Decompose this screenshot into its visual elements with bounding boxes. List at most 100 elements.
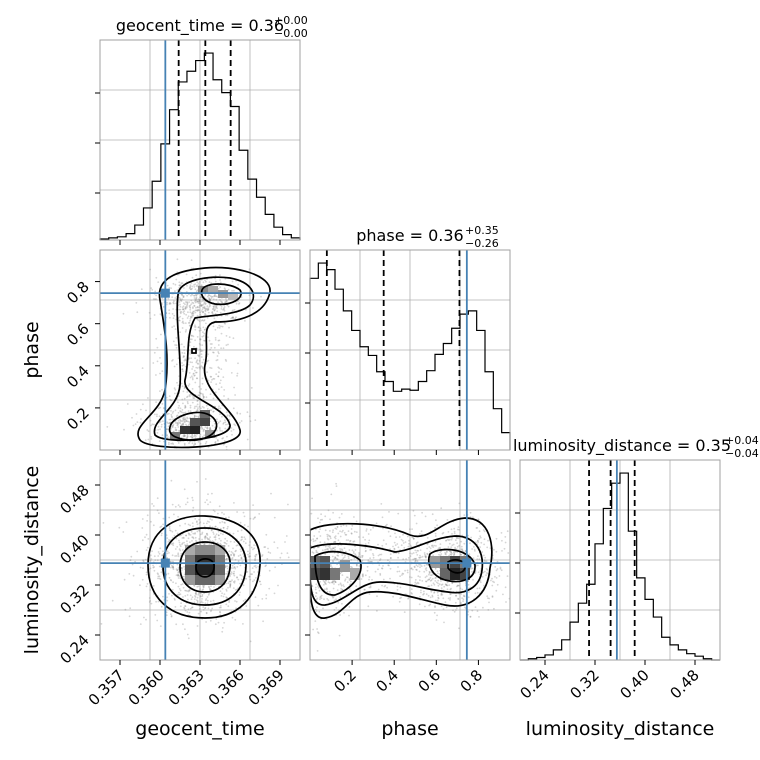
sample-point: [304, 582, 306, 584]
sample-point: [480, 541, 483, 544]
sample-point: [223, 287, 226, 290]
sample-point: [216, 359, 219, 361]
sample-point: [377, 543, 379, 546]
sample-point: [199, 588, 202, 590]
sample-point: [220, 539, 222, 542]
sample-point: [177, 568, 180, 571]
sample-point: [228, 326, 230, 329]
sample-point: [173, 597, 176, 600]
sample-point: [200, 425, 203, 428]
sample-point: [431, 513, 434, 516]
sample-point: [197, 309, 200, 312]
sample-point: [364, 588, 366, 591]
x-tick-label: 0.369: [245, 666, 288, 709]
sample-point: [189, 410, 192, 412]
sample-point: [132, 424, 135, 427]
sample-point: [166, 301, 168, 304]
truth-marker: [160, 558, 170, 568]
sample-point: [479, 581, 482, 584]
sample-point: [342, 529, 344, 532]
sample-point: [411, 552, 413, 555]
sample-point: [200, 600, 203, 602]
sample-point: [355, 564, 358, 566]
sample-point: [186, 437, 189, 440]
sample-point: [154, 298, 156, 301]
sample-point: [182, 311, 185, 314]
sample-point: [296, 519, 298, 521]
sample-point: [332, 580, 335, 582]
sample-point: [194, 533, 196, 535]
sample-point: [135, 302, 138, 304]
sample-point: [355, 585, 358, 588]
sample-point: [425, 555, 428, 558]
sample-point: [187, 637, 190, 640]
sample-point: [195, 361, 198, 364]
sample-point: [362, 573, 364, 576]
sample-point: [198, 405, 201, 408]
panel-frame: [519, 459, 721, 661]
sample-point: [446, 584, 449, 587]
sample-point: [307, 551, 309, 553]
sample-point: [234, 589, 237, 591]
x-tick-label: 0.8: [457, 666, 487, 696]
sample-point: [200, 329, 202, 332]
sample-point: [444, 551, 446, 554]
sample-point: [411, 528, 413, 530]
sample-point: [409, 552, 411, 555]
sample-point: [195, 309, 198, 312]
sample-point: [202, 326, 205, 329]
sample-point: [331, 566, 333, 569]
sample-point: [188, 322, 190, 324]
y-tick-label: 0.32: [56, 581, 92, 617]
sample-point: [185, 313, 188, 316]
sample-point: [209, 343, 212, 345]
sample-point: [435, 519, 437, 522]
sample-point: [458, 544, 460, 547]
sample-point: [288, 542, 290, 544]
sample-point: [184, 589, 187, 592]
sample-point: [181, 398, 184, 401]
sample-point: [161, 403, 164, 405]
sample-point: [195, 591, 197, 594]
sample-point: [426, 563, 428, 566]
sample-point: [201, 589, 204, 591]
sample-point: [233, 541, 236, 543]
sample-point: [195, 539, 197, 542]
sample-point: [446, 581, 449, 584]
sample-point: [223, 541, 226, 544]
sample-point: [194, 357, 197, 360]
sample-point: [228, 550, 231, 553]
sample-point: [182, 435, 185, 438]
sample-point: [198, 529, 200, 532]
sample-point: [155, 401, 158, 403]
sample-point: [217, 534, 220, 537]
sample-point: [330, 547, 332, 550]
sample-point: [450, 551, 452, 554]
truth-marker: [160, 288, 170, 298]
sample-point: [317, 585, 319, 587]
sample-point: [273, 556, 275, 558]
sample-point: [199, 521, 202, 524]
sample-point: [451, 544, 454, 547]
sample-point: [223, 322, 226, 324]
sample-point: [456, 545, 459, 548]
sample-point: [361, 555, 364, 557]
sample-point: [208, 339, 211, 342]
sample-point: [333, 536, 336, 539]
sample-point: [196, 300, 198, 303]
sample-point: [362, 574, 364, 577]
density-cell: [185, 545, 195, 555]
title-phase-sub: −0.26: [465, 237, 499, 250]
sample-point: [201, 335, 204, 338]
sample-point: [182, 423, 185, 426]
sample-point: [211, 311, 213, 314]
sample-point: [195, 298, 198, 301]
sample-point: [196, 290, 198, 292]
sample-point: [195, 296, 198, 299]
density-contour: [310, 535, 484, 606]
x-tick-label: 0.40: [616, 666, 652, 702]
sample-point: [162, 420, 164, 422]
sample-point: [187, 590, 190, 593]
sample-point: [172, 410, 175, 413]
sample-point: [494, 566, 497, 568]
